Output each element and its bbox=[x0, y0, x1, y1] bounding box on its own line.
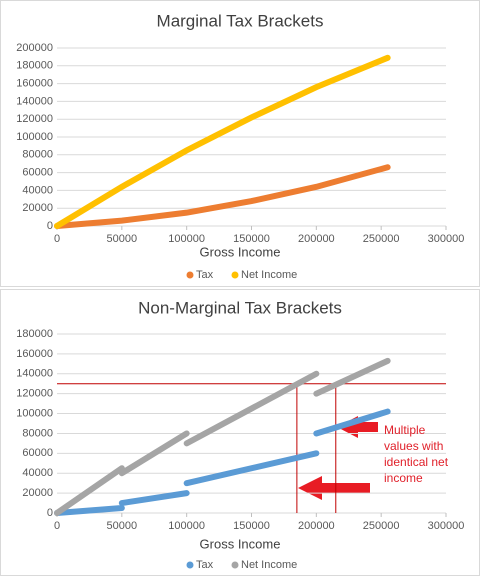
y-tick-label: 20000 bbox=[22, 202, 53, 214]
y-tick-label: 160000 bbox=[16, 348, 53, 360]
y-tick-label: 20000 bbox=[22, 487, 53, 499]
y-tick-label: 0 bbox=[47, 220, 53, 232]
y-tick-label: 200000 bbox=[16, 42, 53, 54]
x-tick-label: 200000 bbox=[298, 520, 335, 532]
annotation: income bbox=[384, 471, 423, 485]
legend-label: Tax bbox=[196, 559, 214, 571]
chart-title: Non-Marginal Tax Brackets bbox=[138, 298, 342, 317]
x-axis-label: Gross Income bbox=[200, 536, 281, 551]
y-tick-label: 180000 bbox=[16, 328, 53, 340]
y-tick-label: 120000 bbox=[16, 388, 53, 400]
x-tick-label: 50000 bbox=[107, 233, 138, 245]
annotation: values with bbox=[384, 439, 443, 453]
y-tick-label: 120000 bbox=[16, 113, 53, 125]
arrow bbox=[298, 476, 370, 500]
x-tick-label: 50000 bbox=[107, 520, 138, 532]
y-tick-label: 60000 bbox=[22, 447, 53, 459]
series-line bbox=[54, 54, 391, 229]
y-tick-label: 100000 bbox=[16, 131, 53, 143]
x-tick-label: 300000 bbox=[428, 233, 465, 245]
legend-marker bbox=[186, 561, 194, 569]
y-tick-label: 60000 bbox=[22, 167, 53, 179]
legend-label: Tax bbox=[196, 269, 214, 281]
annotation: identical net bbox=[384, 455, 449, 469]
y-tick-label: 100000 bbox=[16, 407, 53, 419]
x-tick-label: 200000 bbox=[298, 233, 335, 245]
series-line bbox=[54, 164, 391, 229]
arrow bbox=[337, 416, 378, 438]
x-tick-label: 250000 bbox=[363, 520, 400, 532]
legend-marker bbox=[231, 561, 239, 569]
y-tick-label: 0 bbox=[47, 507, 53, 519]
legend-label: Net Income bbox=[241, 269, 297, 281]
x-tick-label: 100000 bbox=[168, 520, 205, 532]
x-tick-label: 150000 bbox=[233, 520, 270, 532]
x-tick-label: 250000 bbox=[363, 233, 400, 245]
y-tick-label: 180000 bbox=[16, 60, 53, 72]
annotation: Multiple bbox=[384, 423, 426, 437]
y-tick-label: 140000 bbox=[16, 95, 53, 107]
y-tick-label: 140000 bbox=[16, 368, 53, 380]
x-tick-label: 300000 bbox=[428, 520, 465, 532]
y-tick-label: 160000 bbox=[16, 78, 53, 90]
legend-marker bbox=[231, 271, 239, 279]
x-tick-label: 150000 bbox=[233, 233, 270, 245]
x-axis-label: Gross Income bbox=[200, 244, 281, 259]
series-line bbox=[54, 357, 391, 516]
series-line bbox=[54, 408, 391, 516]
chart-title: Marginal Tax Brackets bbox=[157, 11, 324, 30]
y-tick-label: 40000 bbox=[22, 184, 53, 196]
y-tick-label: 80000 bbox=[22, 149, 53, 161]
x-tick-label: 0 bbox=[54, 233, 60, 245]
y-tick-label: 80000 bbox=[22, 427, 53, 439]
x-tick-label: 0 bbox=[54, 520, 60, 532]
legend-label: Net Income bbox=[241, 559, 297, 571]
y-tick-label: 40000 bbox=[22, 467, 53, 479]
legend-marker bbox=[186, 271, 194, 279]
x-tick-label: 100000 bbox=[168, 233, 205, 245]
